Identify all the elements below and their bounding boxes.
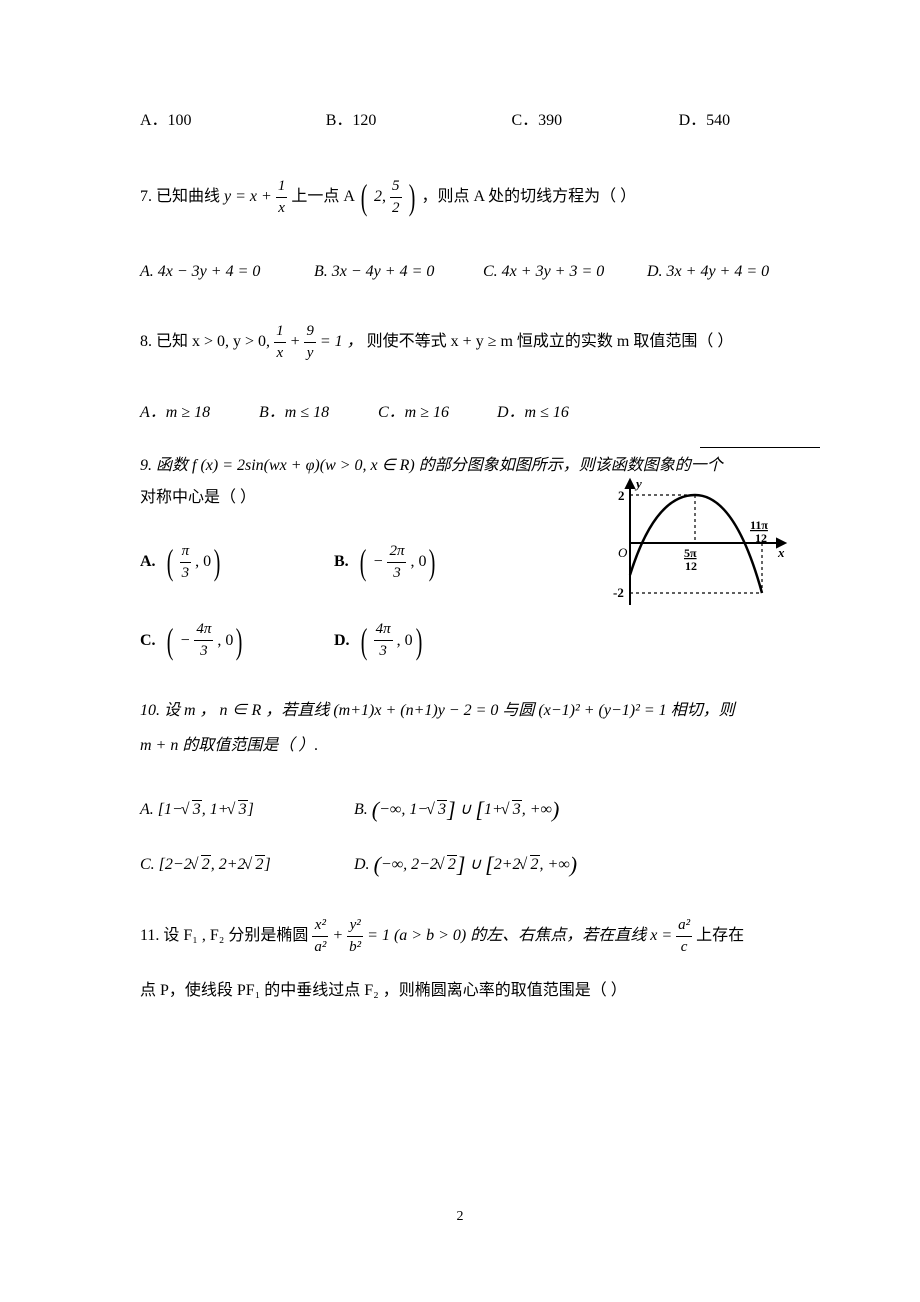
- q8-suffix: 则使不等式 x + y ≥ m 恒成立的实数 m 取值范围（ ）: [367, 333, 734, 350]
- q8-opt-d: D．m ≤ 16: [497, 402, 569, 424]
- svg-text:-2: -2: [613, 585, 624, 600]
- page-number: 2: [0, 1207, 920, 1227]
- svg-text:x: x: [777, 545, 785, 560]
- q7-options: A. 4x − 3y + 4 = 0 B. 3x − 4y + 4 = 0 C.…: [140, 261, 790, 283]
- q11-plus: +: [332, 927, 347, 944]
- q8-options: A．m ≥ 18 B．m ≤ 18 C．m ≥ 16 D．m ≤ 16: [140, 402, 790, 424]
- q10-line2: m + n 的取值范围是（ ）.: [140, 735, 790, 757]
- q7-eq-lhs: y = x +: [224, 188, 276, 205]
- open-paren-icon: (: [361, 172, 368, 222]
- q10-options-row2: C. [2−22, 2+22] D. (−∞, 2−22] ∪ [2+22, +…: [140, 850, 790, 881]
- q10-opt-c: C. [2−22, 2+22]: [140, 854, 350, 876]
- q10-opt-b: B. (−∞, 1−3] ∪ [1+3, +∞): [354, 801, 559, 818]
- q6-opt-a: A．100: [140, 110, 326, 132]
- q9-options-row2: C. ( − 4π3 , 0) D. ( 4π3 , 0): [140, 616, 790, 666]
- q9-opt-c: C. ( − 4π3 , 0): [140, 616, 330, 666]
- q7-mid: 上一点 A: [291, 188, 354, 205]
- q9-opt-d: D. ( 4π3 , 0): [334, 616, 425, 666]
- q9-text2: 对称中心是（ ）: [140, 489, 256, 506]
- exam-page: A．100 B．120 C．390 D．540 7. 已知曲线 y = x + …: [0, 0, 920, 1302]
- svg-text:12: 12: [685, 559, 697, 573]
- q6-opt-d: D．540: [679, 110, 790, 132]
- q7-opt-a: A. 4x − 3y + 4 = 0: [140, 261, 310, 283]
- q11-post: 上存在: [696, 927, 744, 944]
- q9-line1: 9. 函数 f (x) = 2sin(wx + φ)(w > 0, x ∈ R)…: [140, 455, 790, 477]
- svg-text:y: y: [634, 476, 642, 491]
- q11-pre: 11. 设 F₁ , F₂ 分别是椭圆: [140, 927, 312, 944]
- svg-text:5π: 5π: [684, 546, 697, 560]
- q10-line1: 10. 设 m ， n ∈ R ，若直线 (m+1)x + (n+1)y − 2…: [140, 700, 790, 722]
- q8-prefix: 8. 已知 x > 0, y > 0,: [140, 333, 274, 350]
- q11-frac1: x²a²: [312, 915, 328, 958]
- q7-frac: 1 x: [276, 176, 288, 219]
- svg-text:O: O: [618, 545, 628, 560]
- q8-stem: 8. 已知 x > 0, y > 0, 1 x + 9 y = 1 ， 则使不等…: [140, 321, 790, 364]
- q11-line2: 点 P，使线段 PF₁ 的中垂线过点 F₂ ，则椭圆离心率的取值范围是（ ）: [140, 980, 790, 1002]
- close-paren-icon: ): [408, 172, 415, 222]
- q9-text1: 9. 函数 f (x) = 2sin(wx + φ)(w > 0, x ∈ R)…: [140, 457, 723, 474]
- q11-eq: = 1 (a > b > 0) 的左、右焦点，若在直线 x =: [367, 927, 676, 944]
- q9-line2-row: 对称中心是（ ） 2 -2 y: [140, 487, 790, 509]
- q7-pt-x: 2: [374, 188, 382, 205]
- underline-icon: [700, 447, 820, 448]
- q11-frac3: a²c: [676, 915, 692, 958]
- svg-text:2: 2: [618, 488, 625, 503]
- q8-frac2: 9 y: [304, 321, 316, 364]
- q8-opt-c: C．m ≥ 16: [378, 402, 493, 424]
- q6-opt-c: C．390: [511, 110, 678, 132]
- svg-text:11π: 11π: [750, 518, 768, 532]
- q6-opt-b: B．120: [326, 110, 512, 132]
- q7-prefix: 7. 已知曲线: [140, 188, 224, 205]
- sine-graph-icon: 2 -2 y x O 5π 12 11π 12: [600, 475, 790, 610]
- q10-opt-d: D. (−∞, 2−22] ∪ [2+22, +∞): [354, 856, 577, 873]
- q10-options-row1: A. [1−3, 1+3] B. (−∞, 1−3] ∪ [1+3, +∞): [140, 795, 790, 826]
- q8-eq1: = 1 ，: [320, 333, 363, 350]
- q6-options: A．100 B．120 C．390 D．540: [140, 110, 790, 132]
- svg-text:12: 12: [755, 531, 767, 545]
- q8-opt-a: A．m ≥ 18: [140, 402, 255, 424]
- q8-frac1: 1 x: [274, 321, 286, 364]
- q9-opt-a: A. ( π3 , 0): [140, 537, 330, 587]
- q10-opt-a: A. [1−3, 1+3]: [140, 799, 350, 821]
- q7-suffix: ，则点 A 处的切线方程为（ ）: [422, 188, 637, 205]
- q7-stem: 7. 已知曲线 y = x + 1 x 上一点 A ( 2, 5 2 ) ，则点…: [140, 172, 790, 222]
- q8-opt-b: B．m ≤ 18: [259, 402, 374, 424]
- q11-line1: 11. 设 F₁ , F₂ 分别是椭圆 x²a² + y²b² = 1 (a >…: [140, 915, 790, 958]
- q7-opt-d: D. 3x + 4y + 4 = 0: [647, 261, 769, 283]
- q8-plus: +: [290, 333, 305, 350]
- q7-pt-y: 5 2: [390, 176, 402, 219]
- q7-opt-c: C. 4x + 3y + 3 = 0: [483, 261, 643, 283]
- q9-opt-b: B. ( − 2π3 , 0): [334, 537, 438, 587]
- q9-graph: 2 -2 y x O 5π 12 11π 12: [600, 475, 790, 610]
- q7-opt-b: B. 3x − 4y + 4 = 0: [314, 261, 479, 283]
- q11-frac2: y²b²: [347, 915, 363, 958]
